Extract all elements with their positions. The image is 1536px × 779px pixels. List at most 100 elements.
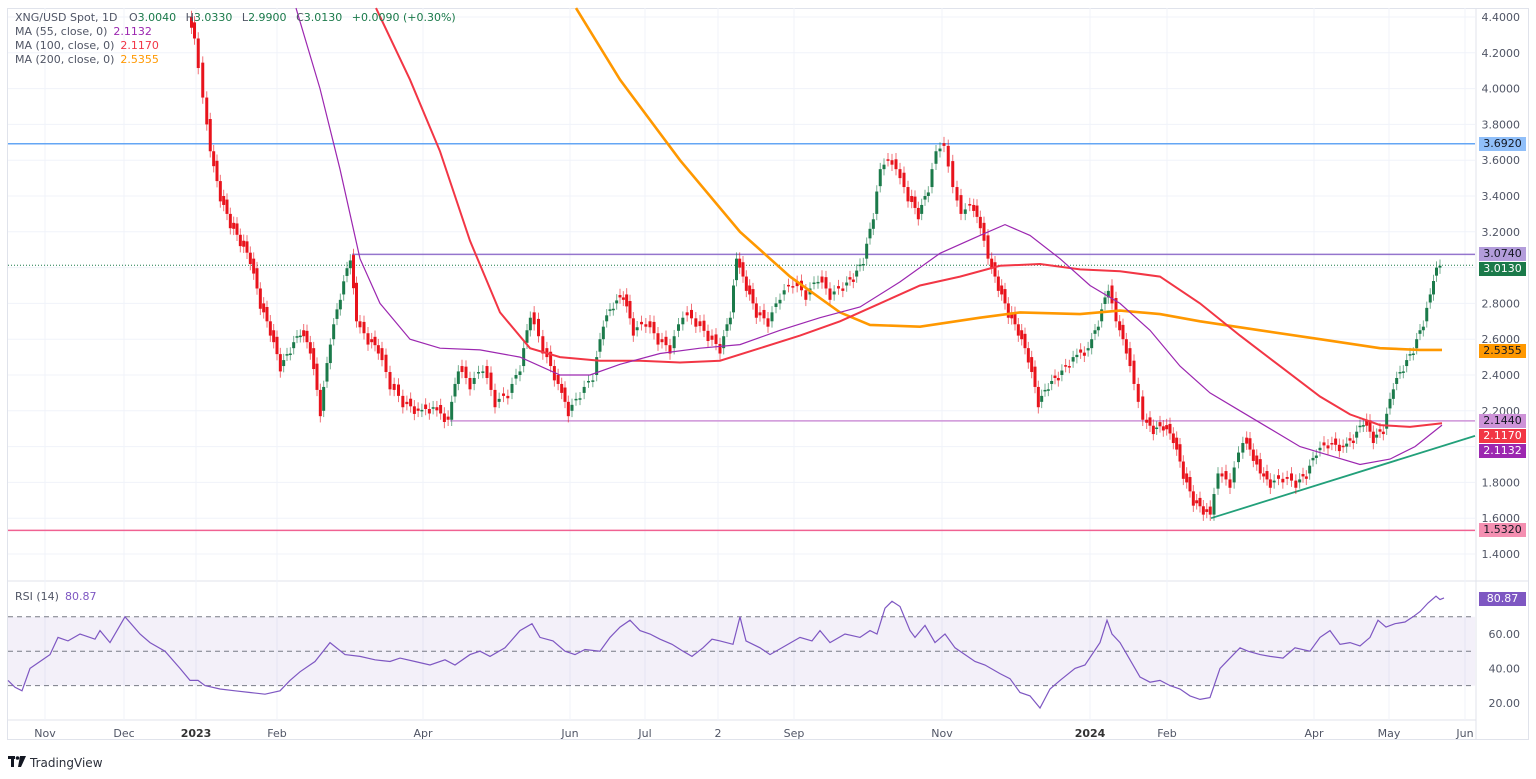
candle-body [1385,413,1389,429]
candle-body [898,169,902,179]
candle-body [255,268,259,289]
candle-body [930,169,934,188]
tradingview-logo[interactable]: TradingView [8,756,103,770]
candle-body [955,187,959,201]
candle-body [1075,354,1079,358]
candle-body [424,404,428,410]
price-badge-support-1.5320: 1.5320 [1479,523,1526,538]
ma200-line[interactable] [574,7,1442,352]
candle-body [858,264,862,267]
candle-body [1348,438,1352,441]
candle-body [397,384,400,396]
candle-body [1043,389,1047,392]
candle-body [570,404,574,411]
candle-body [782,290,786,295]
candle-body [563,387,567,402]
time-axis-label: 2 [715,727,722,740]
ma100-legend[interactable]: MA (100, close, 0) 2.1170 [15,39,159,53]
rsi-legend[interactable]: RSI (14) 80.87 [15,590,96,604]
candle-body [282,360,286,367]
candle-body [242,240,246,247]
chart-frame[interactable] [7,8,1529,740]
candle-body [824,277,828,289]
candle-body [342,281,346,295]
candle-body [894,159,898,170]
candle-body [1079,349,1083,353]
candle-body [795,281,799,287]
time-axis-label: Sep [784,727,805,740]
candle-body [1220,473,1224,477]
candle-body [728,317,732,325]
low-value: 2.9900 [248,11,287,24]
candle-body [615,300,619,304]
ascending-trendline[interactable] [1210,435,1476,520]
candle-body [758,312,762,316]
candle-body [722,336,726,349]
candle-body [1418,330,1422,334]
candle-body [878,169,882,187]
price-badge-ma100: 2.1170 [1479,428,1526,443]
candle-body [1395,377,1399,384]
candle-body [902,172,906,188]
time-axis-label: Apr [1304,727,1324,740]
candle-body [812,282,816,285]
candle-body [882,164,886,170]
candle-body [370,339,374,343]
candle-body [528,317,532,331]
candle-body [975,205,979,217]
candle-body [1405,360,1409,367]
candle-body [1388,398,1392,409]
candle-body [1148,417,1152,426]
ma100-value: 2.1170 [120,39,159,52]
candle-body [762,309,766,319]
candle-body [215,160,219,182]
candle-body [1165,425,1169,430]
price-axis-label: 4.0000 [1482,83,1521,96]
candle-body [431,407,435,409]
candle-body [1060,370,1064,375]
candle-body [245,241,249,253]
candle-body [951,161,955,188]
candle-body [910,196,914,202]
time-axis-label: 2023 [181,727,212,740]
candle-body [265,306,269,322]
candle-body [1251,449,1255,461]
candle-body [920,204,924,214]
candle-body [791,286,795,288]
candle-body [1290,473,1293,481]
candle-body [1205,509,1209,512]
candle-body [1175,437,1179,450]
candle-body [453,383,457,397]
candle-body [605,315,609,322]
candle-body [748,285,752,295]
candle-body [868,228,872,239]
price-axis-label: 3.8000 [1482,118,1521,131]
candle-body [851,279,855,282]
candle-body [702,320,706,331]
ma55-legend[interactable]: MA (55, close, 0) 2.1132 [15,25,152,39]
ma200-legend[interactable]: MA (200, close, 0) 2.5355 [15,53,159,67]
candle-body [401,395,405,408]
candle-body [751,289,755,304]
candle-body [1171,433,1175,444]
ma55-line[interactable] [295,7,1443,466]
candle-body [208,119,212,152]
candle-body [582,386,586,393]
candle-body [618,295,622,298]
tradingview-brand: TradingView [30,756,103,770]
candle-body [787,284,790,287]
rsi-line[interactable] [7,595,1445,710]
candle-body [591,380,595,382]
candle-body [1245,437,1249,444]
candle-body [489,372,493,390]
candle-body [514,375,518,379]
candle-body [1026,348,1030,363]
candle-body [1013,312,1017,325]
ma100-line[interactable] [375,7,1443,428]
candle-body [1020,330,1024,340]
candle-body [1151,425,1155,435]
candle-body [1010,312,1014,319]
candle-body [1241,443,1245,453]
price-axis-label: 3.2000 [1482,226,1521,239]
